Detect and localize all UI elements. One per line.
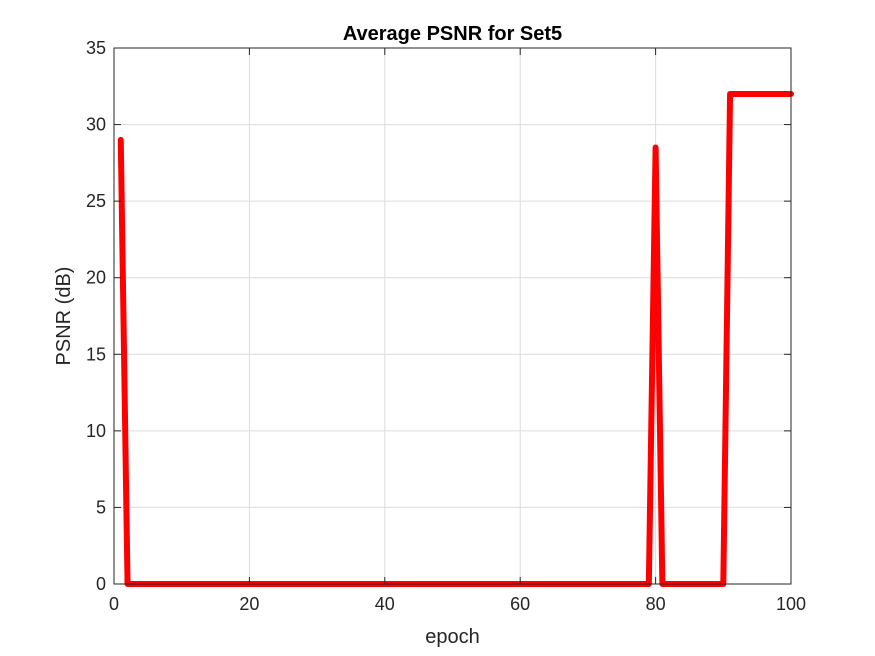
x-axis-label: epoch: [425, 626, 480, 648]
chart-title: Average PSNR for Set5: [343, 23, 562, 45]
x-tick-label: 80: [646, 594, 666, 614]
y-tick-label: 15: [86, 344, 106, 364]
y-tick-label: 0: [96, 574, 106, 594]
y-axis-label: PSNR (dB): [53, 267, 75, 366]
x-tick-label: 60: [510, 594, 530, 614]
axes: [113, 47, 792, 585]
y-tick-label: 10: [86, 421, 106, 441]
tick-labels: 0 20 40 60 80 100 0 5 10 15 20 25 30 35: [86, 38, 806, 614]
x-tick-label: 0: [109, 594, 119, 614]
y-tick-label: 30: [86, 115, 106, 135]
y-tick-label: 35: [86, 38, 106, 58]
plot-area: [114, 48, 791, 584]
x-tick-label: 100: [776, 594, 806, 614]
y-tick-label: 20: [86, 268, 106, 288]
y-tick-label: 25: [86, 191, 106, 211]
x-tick-label: 40: [375, 594, 395, 614]
grid: [114, 48, 791, 584]
axes-box: [113, 47, 792, 585]
y-tick-label: 5: [96, 497, 106, 517]
x-tick-label: 20: [239, 594, 259, 614]
